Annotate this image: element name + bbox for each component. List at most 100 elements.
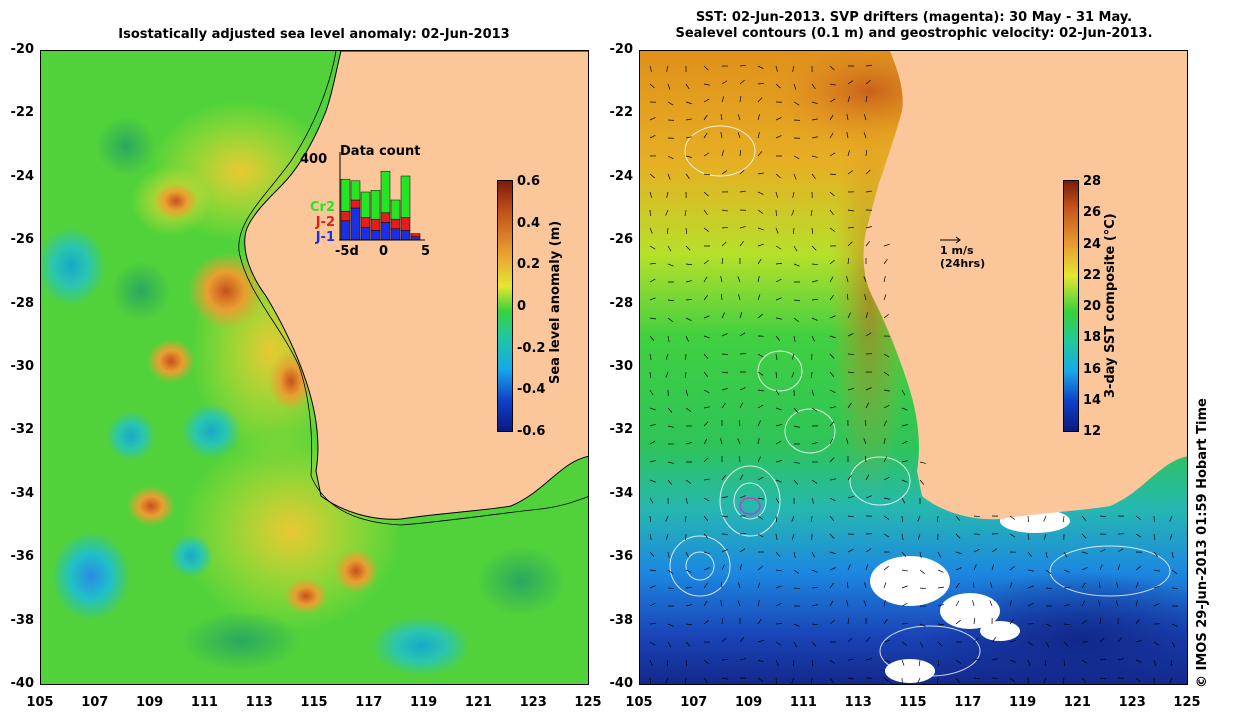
right-x-tick-8: 121	[1063, 695, 1091, 710]
imos-credit: © IMOS 29-Jun-2013 01:59 Hobart Time	[1195, 398, 1210, 688]
right-x-tick-6: 117	[954, 695, 982, 710]
left-y-tick-1: -22	[10, 105, 35, 121]
right-y-tick-7: -34	[609, 485, 634, 501]
right-y-tick-3: -26	[609, 232, 634, 248]
scale-arrow-icon	[940, 236, 961, 244]
shelf-contour	[238, 51, 588, 526]
legend-cr2: Cr2	[310, 200, 335, 215]
inset-bar-4-j2	[380, 212, 391, 223]
sst-colorbar-tick-6: 16	[1083, 361, 1102, 377]
right-x-tick-9: 123	[1118, 695, 1146, 710]
sea-level-colorbar-tick-5: -0.4	[517, 382, 546, 398]
inset-bar-1-j2	[350, 199, 361, 209]
inset-bar-2-j2	[360, 217, 371, 228]
sst-colorbar-tick-1: 26	[1083, 205, 1102, 221]
inset-bar-7-j2	[410, 233, 421, 238]
right-y-tick-0: -20	[609, 42, 634, 57]
sst-map: 1 m/s (24hrs)	[639, 50, 1188, 685]
inset-title: Data count	[340, 144, 421, 159]
right-y-tick-10: -40	[609, 676, 634, 691]
right-x-tick-10: 125	[1173, 695, 1201, 710]
right-y-tick-2: -24	[609, 168, 634, 184]
anomaly-blobs	[41, 101, 566, 676]
right-y-tick-5: -30	[609, 359, 634, 374]
right-y-tick-1: -22	[609, 105, 634, 121]
inset-bar-3-j2	[370, 218, 381, 231]
inset-bar-1-cr2	[350, 180, 361, 201]
scale-arrow-speed: 1 m/s	[940, 244, 974, 257]
left-x-tick-10: 125	[574, 695, 602, 710]
inset-ytick: 400	[300, 152, 328, 167]
sea-level-colorbar-tick-1: 0.4	[517, 215, 541, 231]
sea-level-colorbar-tick-6: -0.6	[517, 424, 546, 439]
left-y-tick-4: -28	[10, 295, 35, 311]
sea-level-colorbar-tick-2: 0.2	[517, 257, 541, 273]
right-x-tick-5: 115	[899, 695, 927, 710]
drifter-track	[739, 497, 761, 515]
inset-bar-2-cr2	[360, 191, 371, 218]
right-x-tick-7: 119	[1009, 695, 1037, 710]
sst-colorbar	[1063, 180, 1079, 432]
velocity-scale-arrow: 1 m/s (24hrs)	[940, 236, 985, 270]
right-y-tick-4: -28	[609, 295, 634, 311]
left-panel-title: Isostatically adjusted sea level anomaly…	[118, 27, 510, 42]
sst-colorbar-tick-0: 28	[1083, 174, 1102, 189]
inset-xtick-minus5: -5d	[335, 244, 359, 259]
left-y-tick-5: -30	[10, 359, 35, 374]
right-y-tick-9: -38	[609, 612, 634, 628]
right-title-line2: Sealevel contours (0.1 m) and geostrophi…	[675, 26, 1153, 41]
inset-bar-5-j2	[390, 218, 401, 230]
left-x-tick-0: 105	[26, 695, 54, 710]
right-y-tick-8: -36	[609, 549, 634, 565]
sea-level-contours	[669, 125, 1171, 677]
left-x-tick-5: 115	[300, 695, 328, 710]
sst-colorbar-tick-4: 20	[1083, 299, 1102, 314]
sea-level-colorbar-label: Sea level anomaly (m)	[548, 220, 563, 384]
inset-bar-3-j1	[370, 230, 381, 241]
inset-bar-0-j1	[340, 220, 351, 241]
left-x-tick-1: 107	[81, 695, 109, 710]
inset-bar-0-j2	[340, 210, 351, 222]
legend-j1: J-1	[315, 230, 335, 245]
right-y-tick-6: -32	[609, 422, 634, 438]
inset-bar-4-j1	[380, 222, 391, 241]
left-x-tick-7: 119	[410, 695, 438, 710]
inset-legend: Cr2 J-2 J-1	[295, 200, 335, 245]
inset-bar-6-j1	[400, 230, 411, 241]
geostrophic-velocity-arrows	[649, 64, 1179, 684]
sst-colorbar-tick-8: 12	[1083, 424, 1102, 439]
inset-bar-0-cr2	[340, 178, 351, 212]
right-title-line1: SST: 02-Jun-2013. SVP drifters (magenta)…	[695, 10, 1133, 25]
sst-colorbar-label: 3-day SST composite (°C)	[1103, 213, 1118, 398]
sst-colorbar-tick-3: 22	[1083, 267, 1102, 283]
sea-level-colorbar-tick-4: -0.2	[517, 340, 546, 356]
sst-colorbar-tick-2: 24	[1083, 236, 1102, 252]
left-x-tick-3: 111	[190, 695, 218, 710]
left-x-tick-9: 123	[519, 695, 547, 710]
sea-level-colorbar	[497, 180, 513, 432]
inset-bar-2-j1	[360, 226, 371, 241]
australia-landmass-sst	[863, 51, 1187, 520]
inset-bar-6-cr2	[400, 175, 411, 218]
left-y-tick-9: -38	[10, 612, 35, 628]
sea-level-colorbar-tick-3: 0	[517, 299, 527, 314]
sst-field	[640, 51, 1187, 684]
right-panel-title: SST: 02-Jun-2013. SVP drifters (magenta)…	[640, 10, 1188, 42]
inset-bars	[339, 152, 425, 241]
inset-bar-5-cr2	[390, 199, 401, 220]
right-x-tick-0: 105	[625, 695, 653, 710]
left-y-tick-2: -24	[10, 168, 35, 184]
left-y-tick-10: -40	[10, 676, 35, 691]
right-x-tick-1: 107	[680, 695, 708, 710]
left-x-tick-8: 121	[464, 695, 492, 710]
data-count-inset: Data count 400 Cr2 J-2 J-1 -5d 0 5	[295, 140, 435, 260]
right-x-tick-2: 109	[735, 695, 763, 710]
inset-bar-6-j2	[400, 217, 411, 231]
inset-xtick-5: 5	[421, 244, 431, 259]
left-x-tick-2: 109	[136, 695, 164, 710]
left-y-tick-6: -32	[10, 422, 35, 438]
left-x-tick-4: 113	[245, 695, 273, 710]
left-y-tick-8: -36	[10, 549, 35, 565]
inset-bar-4-cr2	[380, 170, 391, 214]
legend-j2: J-2	[315, 215, 335, 230]
